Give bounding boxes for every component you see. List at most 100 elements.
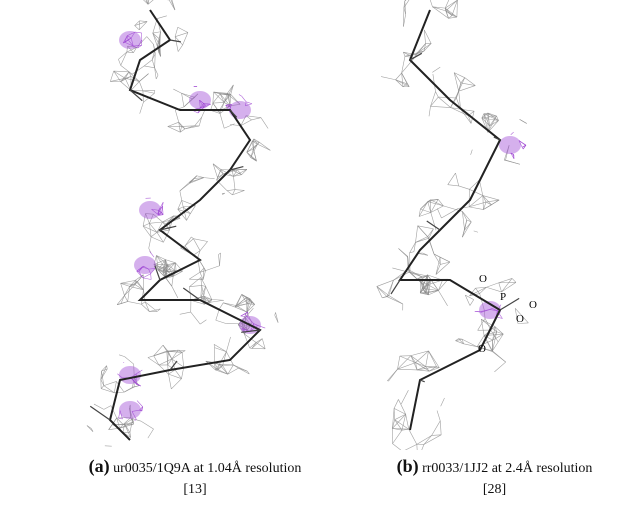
mesh-line: [417, 435, 432, 444]
mesh-line: [150, 251, 154, 257]
mesh-line: [394, 408, 395, 419]
mesh-line: [213, 92, 214, 103]
density-peak: [119, 366, 141, 384]
mesh-line: [377, 286, 387, 296]
caption-a: (a) ur0035/1Q9A at 1.04Å resolution [13]: [60, 456, 330, 500]
mesh-line: [130, 419, 133, 432]
mesh-line: [134, 386, 139, 387]
mesh-line: [437, 411, 440, 421]
mesh-line: [431, 97, 439, 106]
mesh-line: [189, 277, 200, 286]
mesh-line: [220, 253, 221, 266]
mesh-line: [389, 369, 398, 381]
mesh-line: [437, 208, 441, 218]
side-stick: [183, 288, 200, 300]
mesh-line: [180, 182, 190, 191]
reference: [28]: [483, 482, 506, 497]
mesh-line: [402, 58, 415, 73]
mesh-line: [492, 351, 505, 362]
mesh-line: [459, 186, 470, 189]
mesh-line: [238, 368, 249, 374]
mesh-line: [459, 86, 476, 92]
atom-label: O: [516, 313, 524, 325]
mesh-line: [191, 312, 200, 324]
mesh-line: [429, 351, 440, 368]
mesh-line: [175, 110, 178, 122]
mesh-line: [118, 52, 126, 59]
mesh-line: [454, 73, 459, 92]
mesh-line: [409, 429, 417, 444]
mesh-line: [118, 59, 120, 65]
mesh-line: [486, 283, 498, 287]
mesh-line: [424, 435, 432, 444]
mesh-line: [175, 27, 178, 36]
mesh-line: [101, 389, 114, 393]
mesh-line: [227, 190, 235, 191]
density-peak: [229, 101, 251, 119]
mesh-line: [431, 212, 436, 230]
mesh-line: [403, 444, 417, 450]
mesh-line: [143, 278, 151, 280]
mesh-line: [173, 89, 181, 93]
mesh-line: [242, 96, 246, 102]
mesh-line: [124, 296, 127, 302]
mesh-line: [223, 352, 227, 366]
mesh-line: [216, 309, 220, 320]
mesh-line: [200, 241, 208, 250]
density-peak: [119, 401, 141, 419]
mesh-line: [189, 272, 200, 279]
mesh-line: [474, 231, 478, 232]
mesh-line: [402, 56, 405, 73]
mesh-line: [157, 16, 167, 19]
mesh-line: [424, 435, 441, 445]
mesh-line: [182, 93, 184, 107]
mesh-line: [163, 345, 168, 351]
mesh-line: [171, 379, 181, 389]
mesh-line: [441, 398, 445, 406]
mesh-line: [469, 189, 482, 195]
mesh-line: [520, 119, 522, 120]
mesh-line: [456, 173, 459, 186]
mesh-line: [183, 33, 188, 45]
density-maps: OPOOO: [0, 0, 637, 450]
mesh-line: [193, 239, 207, 242]
mesh-line: [175, 263, 176, 271]
mesh-line: [220, 113, 224, 128]
mesh-line: [522, 147, 523, 149]
mesh-line: [191, 237, 193, 239]
mesh-line: [104, 381, 117, 385]
mesh-line: [213, 94, 220, 103]
backbone: [400, 10, 500, 430]
mesh-line: [172, 286, 178, 298]
mesh-line: [387, 297, 403, 304]
mesh-line: [417, 444, 418, 450]
mesh-line: [172, 352, 182, 359]
mesh-line: [275, 312, 276, 315]
mesh-line: [252, 339, 262, 349]
mesh-line: [128, 301, 142, 304]
mesh-line: [483, 196, 484, 210]
mesh-line: [440, 257, 450, 262]
mesh-line: [218, 255, 219, 266]
mesh-line: [94, 404, 104, 409]
mesh-line: [155, 54, 156, 68]
mesh-line: [239, 95, 242, 97]
mesh-line: [261, 118, 268, 129]
mesh-line: [123, 424, 124, 432]
mesh-line: [182, 351, 185, 353]
mesh-line: [416, 43, 432, 54]
mesh-line: [224, 94, 231, 102]
mesh-line: [212, 300, 224, 301]
mesh-line: [206, 266, 220, 271]
mesh-line: [429, 351, 437, 367]
mesh-line: [114, 392, 124, 393]
mesh-line: [151, 232, 157, 237]
mesh-line: [469, 207, 483, 210]
mesh-line: [168, 122, 179, 126]
mesh-line: [257, 144, 270, 150]
mesh-line: [114, 381, 116, 392]
mesh-line: [169, 0, 175, 10]
mesh-line: [144, 60, 152, 66]
mesh-line: [166, 278, 172, 286]
mesh-line: [144, 66, 155, 68]
